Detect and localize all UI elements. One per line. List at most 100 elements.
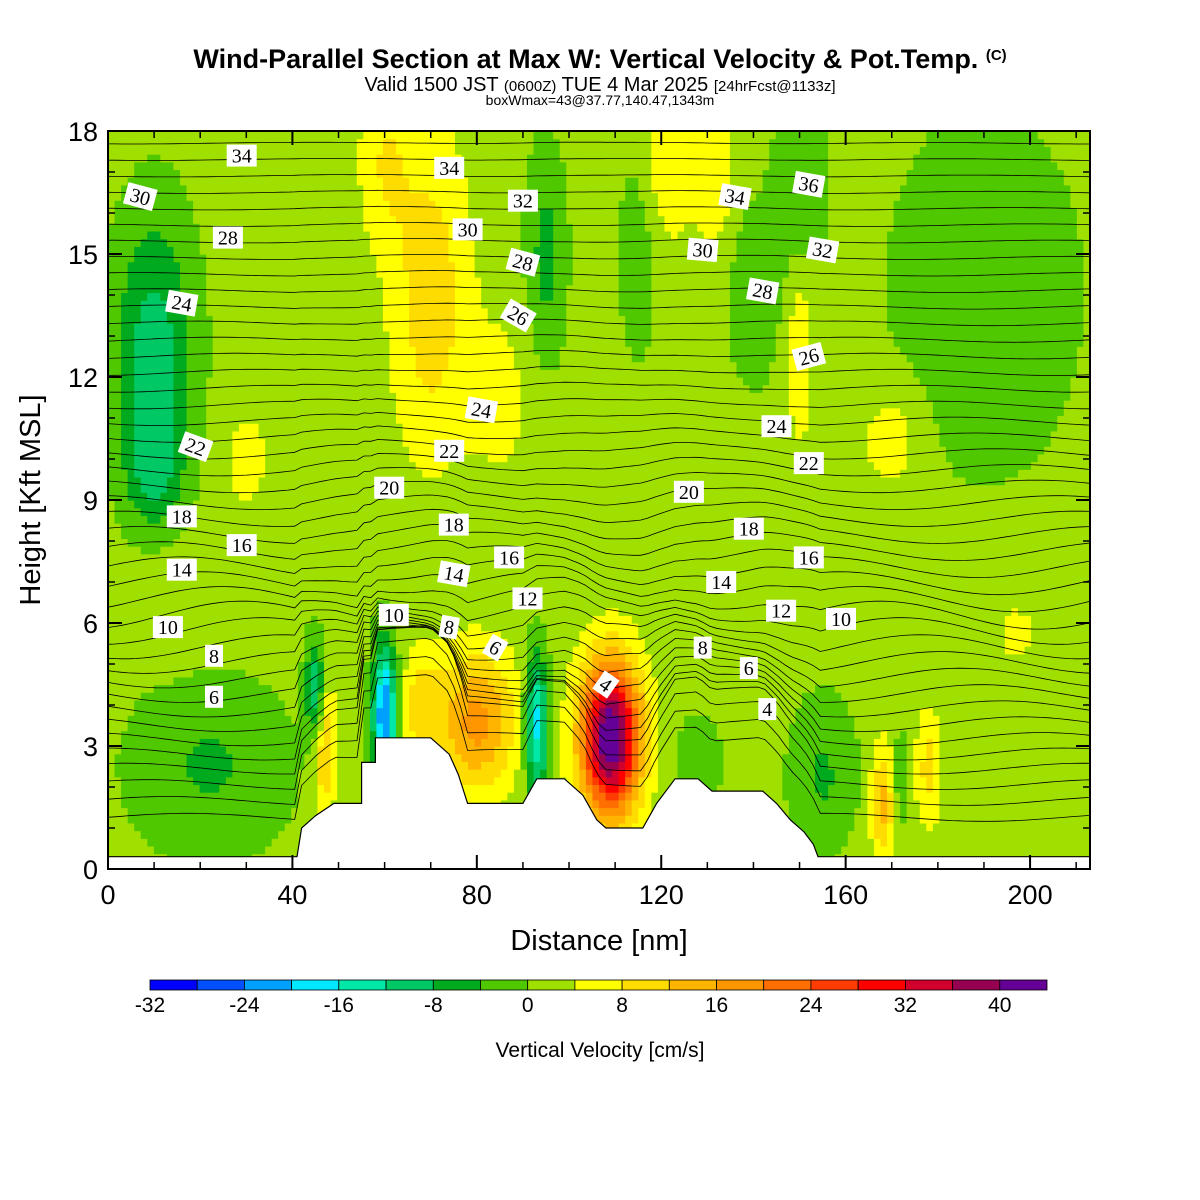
velocity-cell [343, 215, 351, 224]
velocity-cell [441, 653, 450, 663]
velocity-cell [238, 200, 247, 209]
velocity-cell [153, 415, 161, 424]
velocity-cell [435, 546, 443, 555]
velocity-cell [265, 230, 273, 240]
velocity-cell [173, 822, 181, 832]
velocity-cell [356, 207, 364, 217]
velocity-cell [291, 254, 299, 263]
velocity-cell [245, 484, 253, 493]
velocity-cell [114, 369, 122, 378]
velocity-cell [219, 361, 227, 370]
velocity-cell [153, 200, 161, 209]
velocity-cell [324, 546, 332, 555]
velocity-cell [199, 292, 207, 301]
velocity-cell [193, 576, 201, 586]
velocity-cell [238, 722, 247, 732]
velocity-cell [284, 269, 292, 278]
velocity-cell [258, 500, 266, 509]
velocity-cell [252, 500, 260, 509]
velocity-cell [232, 845, 240, 855]
velocity-cell [382, 646, 391, 655]
velocity-cell [310, 269, 319, 278]
velocity-cell [310, 438, 319, 447]
velocity-cell [389, 353, 397, 363]
velocity-cell [160, 592, 168, 601]
velocity-cell [219, 131, 227, 140]
velocity-cell [435, 192, 443, 201]
velocity-cell [219, 392, 227, 401]
velocity-cell [166, 407, 175, 417]
velocity-cell [337, 423, 345, 432]
velocity-cell [173, 215, 181, 224]
velocity-cell [121, 292, 129, 301]
velocity-cell [219, 530, 227, 540]
velocity-cell [147, 361, 155, 370]
velocity-cell [441, 584, 450, 593]
velocity-cell [206, 131, 214, 140]
velocity-cell [140, 353, 148, 363]
velocity-cell [297, 530, 305, 540]
velocity-cell [245, 461, 253, 470]
velocity-cell [402, 469, 410, 478]
velocity-cell [166, 169, 175, 178]
velocity-cell [140, 546, 148, 555]
velocity-cell [324, 269, 332, 278]
velocity-cell [317, 277, 325, 286]
velocity-cell [396, 207, 404, 217]
velocity-cell [114, 384, 122, 393]
velocity-cell [330, 584, 338, 593]
velocity-cell [304, 776, 312, 786]
velocity-cell [350, 615, 358, 624]
velocity-cell [108, 646, 116, 655]
velocity-cell [376, 238, 384, 247]
velocity-cell [219, 784, 227, 793]
velocity-cell [252, 315, 260, 324]
velocity-cell [258, 169, 266, 178]
velocity-cell [435, 353, 443, 363]
velocity-cell [134, 177, 142, 186]
velocity-cell [258, 515, 266, 524]
velocity-cell [212, 476, 220, 486]
velocity-cell [389, 392, 397, 401]
velocity-cell [199, 715, 207, 724]
velocity-cell [343, 661, 351, 670]
velocity-cell [147, 161, 155, 171]
velocity-cell [186, 699, 194, 709]
velocity-cell [343, 715, 351, 724]
velocity-cell [304, 746, 312, 755]
velocity-cell [140, 400, 148, 409]
velocity-cell [153, 484, 161, 493]
velocity-cell [140, 438, 148, 447]
velocity-cell [232, 746, 240, 755]
velocity-cell [114, 822, 122, 832]
velocity-cell [304, 192, 312, 201]
velocity-cell [363, 169, 371, 178]
velocity-cell [409, 607, 417, 616]
velocity-cell [350, 300, 358, 309]
velocity-cell [324, 438, 332, 447]
velocity-cell [330, 461, 338, 470]
velocity-cell [121, 669, 129, 678]
velocity-cell [402, 361, 410, 370]
velocity-cell [252, 799, 260, 809]
velocity-cell [265, 292, 273, 301]
velocity-cell [369, 261, 378, 270]
velocity-cell [317, 215, 325, 224]
velocity-cell [310, 500, 319, 509]
velocity-cell [382, 538, 391, 547]
velocity-cell [232, 584, 240, 593]
velocity-cell [415, 146, 423, 155]
velocity-cell [225, 484, 233, 493]
velocity-cell [435, 361, 443, 370]
velocity-cell [193, 492, 201, 501]
velocity-cell [415, 323, 423, 332]
velocity-cell [402, 323, 410, 332]
velocity-cell [219, 484, 227, 493]
velocity-cell [330, 722, 338, 732]
velocity-cell [160, 438, 168, 447]
velocity-cell [350, 384, 358, 393]
velocity-cell [265, 323, 273, 332]
velocity-cell [304, 484, 312, 493]
velocity-cell [134, 738, 142, 747]
